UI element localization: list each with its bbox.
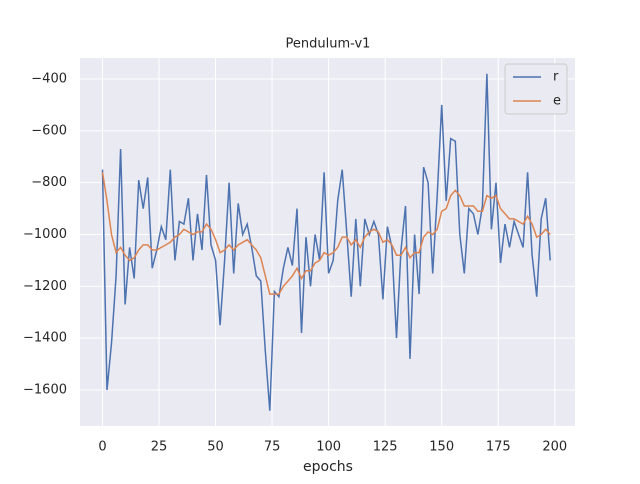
y-tick-label: −800 [31,175,67,190]
y-tick-label: −1400 [23,331,67,346]
x-tick-label: 25 [151,440,168,455]
y-tick-label: −1200 [23,279,67,294]
series-line [101,172,551,295]
series-line [101,73,551,411]
x-tick-label: 75 [264,440,281,455]
x-tick-label: 125 [373,440,398,455]
x-tick-label: 175 [486,440,511,455]
legend-label: e [553,94,561,109]
x-tick-label: 100 [316,440,341,455]
y-tick-label: −600 [31,123,67,138]
legend-label: r [553,70,559,85]
chart-title: Pendulum-v1 [286,37,371,52]
y-tick-label: −400 [31,71,67,86]
x-tick-label: 0 [98,440,106,455]
y-tick-label: −1000 [23,227,67,242]
x-tick-label: 50 [207,440,224,455]
y-tick-label: −1600 [23,382,67,397]
x-axis-label: epochs [303,459,353,475]
x-tick-label: 200 [542,440,567,455]
x-tick-label: 150 [429,440,454,455]
